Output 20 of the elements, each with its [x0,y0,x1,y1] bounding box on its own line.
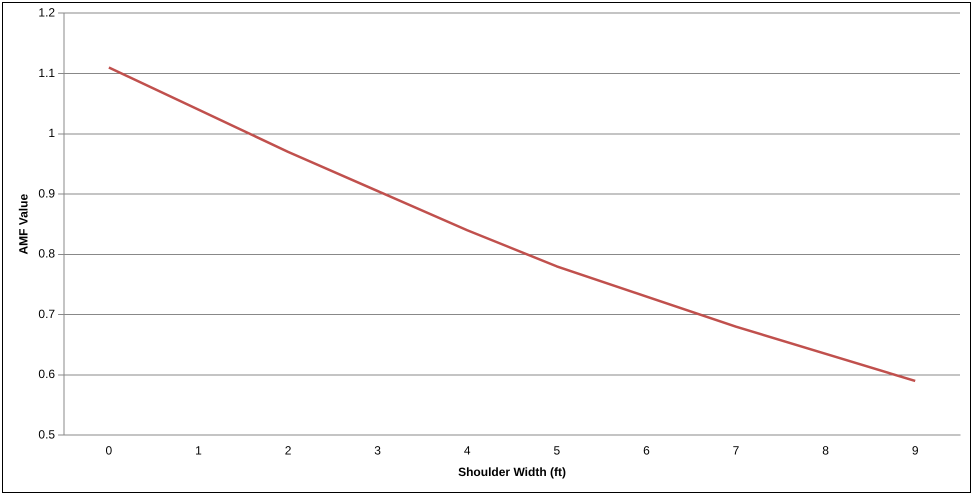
x-tick-label: 4 [464,444,471,458]
y-tick-label: 1 [48,126,56,140]
x-tick-label: 2 [284,444,292,458]
y-tick-label: 0.8 [38,246,56,261]
x-tick-label: 6 [643,444,650,458]
y-axis-title: AMF Value [16,194,31,255]
y-tick-label: 0.6 [38,367,56,382]
y-tick-label: 0.7 [38,306,56,321]
y-tick-label: 1.2 [38,6,56,20]
x-tick-label: 7 [732,444,740,458]
x-tick-label: 3 [374,444,382,458]
x-tick-label: 8 [822,444,830,458]
x-tick-label: 9 [912,444,919,458]
x-axis-title: Shoulder Width (ft) [458,465,566,480]
y-tick-label: 1.1 [38,66,56,80]
x-tick-label: 5 [553,444,560,458]
x-tick-label: 1 [195,444,202,458]
x-tick-label: 0 [106,444,113,458]
y-tick-label: 0.9 [38,186,56,200]
y-tick-label: 0.5 [38,428,56,442]
